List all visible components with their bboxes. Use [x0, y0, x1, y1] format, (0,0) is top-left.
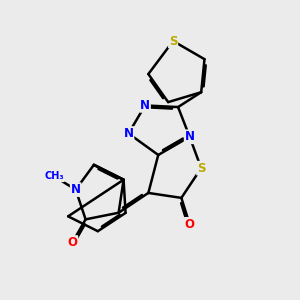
Text: N: N	[124, 127, 134, 140]
Text: CH₃: CH₃	[44, 171, 64, 182]
Text: O: O	[184, 218, 195, 231]
Text: N: N	[140, 99, 150, 112]
Text: S: S	[197, 162, 206, 175]
Text: O: O	[68, 236, 77, 249]
Text: N: N	[184, 130, 195, 143]
Text: N: N	[71, 183, 81, 196]
Text: S: S	[169, 34, 177, 47]
